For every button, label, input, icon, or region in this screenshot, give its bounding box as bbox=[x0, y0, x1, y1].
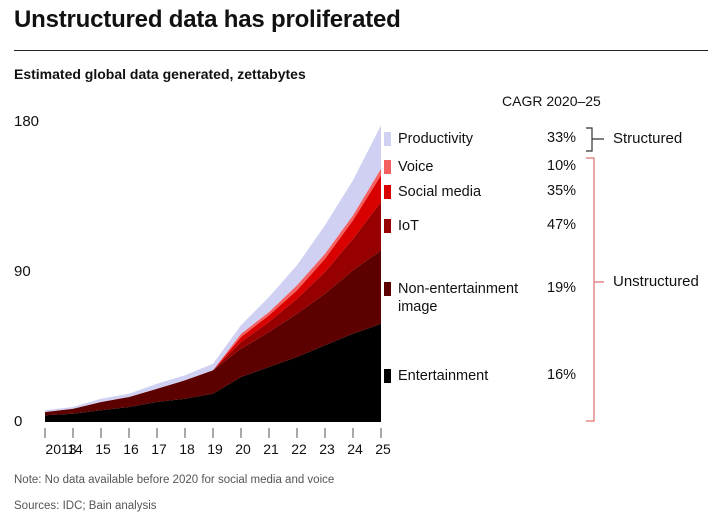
cagr-heading: CAGR 2020–25 bbox=[502, 93, 601, 109]
page-title: Unstructured data has proliferated bbox=[14, 6, 401, 33]
x-tick-label: 22 bbox=[291, 441, 307, 457]
area-entertainment bbox=[45, 323, 381, 422]
legend-label: Non-entertainment image bbox=[398, 281, 519, 315]
cagr-value: 47% bbox=[547, 217, 577, 233]
legend-swatch bbox=[384, 369, 391, 383]
chart-subtitle: Estimated global data generated, zettaby… bbox=[14, 66, 306, 82]
x-tick-label: 19 bbox=[207, 441, 223, 457]
bracket-structured bbox=[586, 127, 604, 152]
x-tick-label: 16 bbox=[123, 441, 139, 457]
x-tick-label: 21 bbox=[263, 441, 279, 457]
x-tick-label: 15 bbox=[95, 441, 111, 457]
x-tick-label: 2013 bbox=[45, 441, 77, 457]
x-tick-label: 17 bbox=[151, 441, 167, 457]
x-tick-label: 14 bbox=[67, 441, 83, 457]
cagr-value: 33% bbox=[547, 130, 577, 146]
legend-swatch bbox=[384, 282, 391, 296]
chart-sources: Sources: IDC; Bain analysis bbox=[14, 500, 157, 512]
area-non-entertainment-image bbox=[45, 250, 381, 416]
x-tick-label: 20 bbox=[235, 441, 251, 457]
bracket-unstructured bbox=[586, 157, 604, 422]
group-label-structured: Structured bbox=[613, 130, 683, 147]
legend-swatch bbox=[384, 160, 391, 174]
legend-label: Entertainment bbox=[398, 368, 489, 384]
x-tick-label: 25 bbox=[375, 441, 391, 457]
cagr-value: 10% bbox=[547, 158, 577, 174]
group-label-unstructured: Unstructured bbox=[613, 273, 699, 290]
legend-label: Voice bbox=[398, 159, 434, 175]
legend-label: IoT bbox=[398, 218, 419, 234]
legend-label: Social media bbox=[398, 184, 482, 200]
x-tick-label: 18 bbox=[179, 441, 195, 457]
y-tick-label: 90 bbox=[14, 263, 31, 280]
title-divider bbox=[14, 50, 708, 51]
legend-swatch bbox=[384, 185, 391, 199]
cagr-value: 35% bbox=[547, 183, 577, 199]
chart-note: Note: No data available before 2020 for … bbox=[14, 474, 335, 486]
legend-swatch bbox=[384, 219, 391, 233]
legend-label: Productivity bbox=[398, 131, 473, 147]
x-tick-label: 24 bbox=[347, 441, 363, 457]
cagr-value: 16% bbox=[547, 367, 577, 383]
cagr-value: 19% bbox=[547, 280, 577, 296]
x-tick-label: 23 bbox=[319, 441, 335, 457]
legend-swatch bbox=[384, 132, 391, 146]
y-tick-label: 180 bbox=[14, 113, 40, 130]
y-tick-label: 0 bbox=[14, 413, 23, 430]
